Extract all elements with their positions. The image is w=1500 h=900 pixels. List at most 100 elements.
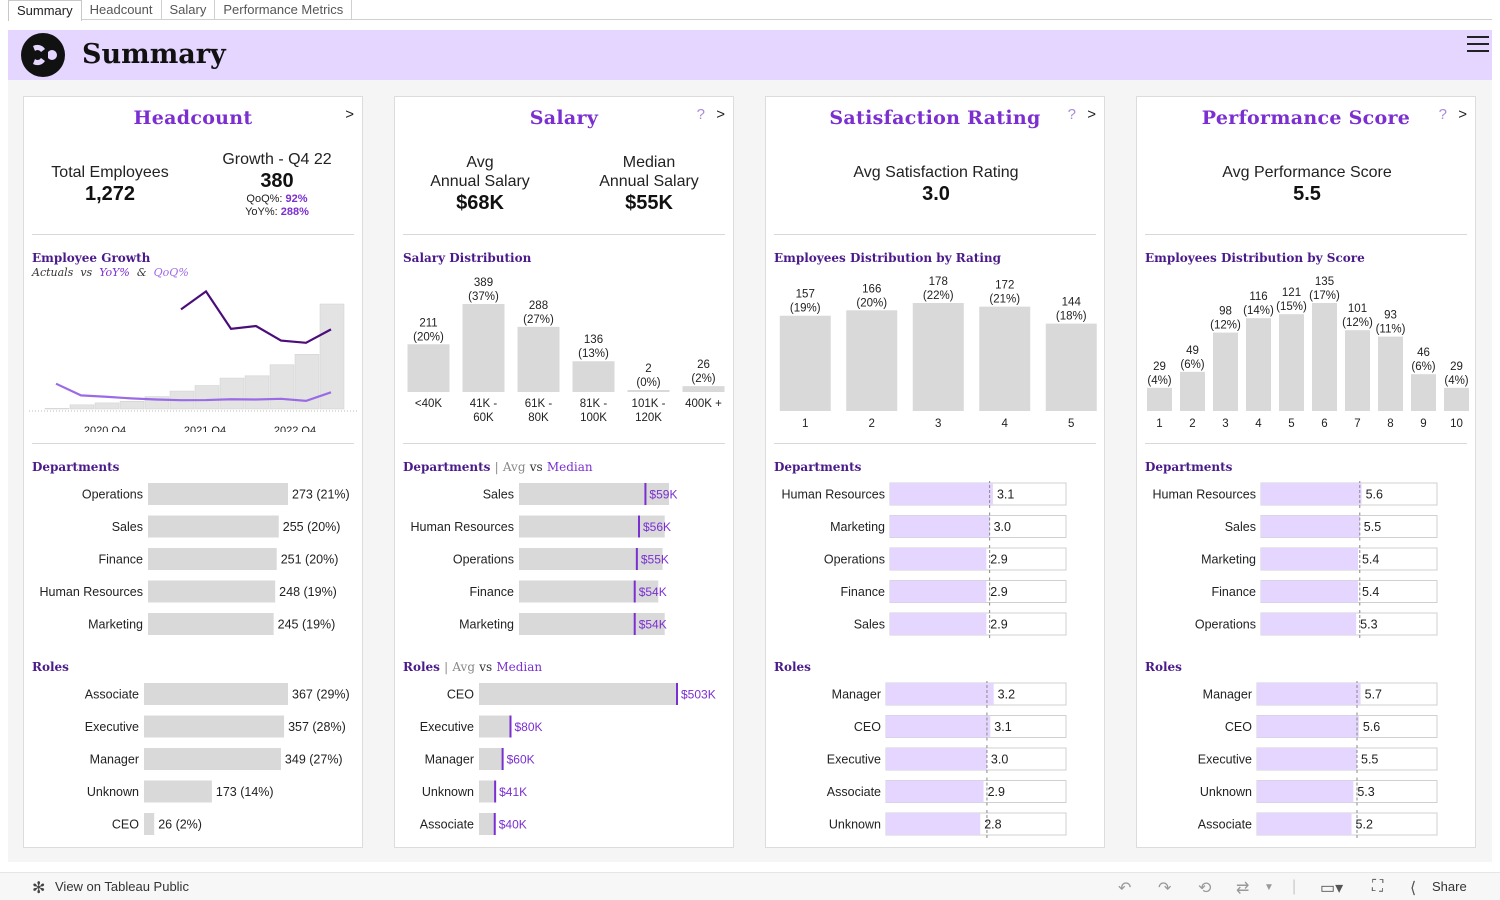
median-value-label: $80K: [514, 720, 542, 734]
refresh-icon[interactable]: ⇄: [1236, 880, 1250, 897]
salary-title[interactable]: Salary: [529, 107, 599, 129]
headcount-roles-chart: Associate 367 (29%) Executive 357 (28%) Mana…: [85, 683, 350, 835]
comment-icon[interactable]: ▭▾: [1320, 880, 1344, 897]
row-label: CEO: [854, 720, 881, 734]
performance-arrow-icon[interactable]: >: [1458, 106, 1467, 123]
view-on-tableau-link[interactable]: View on Tableau Public: [55, 879, 189, 894]
fullscreen-icon[interactable]: ⛶: [1372, 878, 1384, 895]
undo-icon[interactable]: ↶: [1118, 880, 1132, 897]
median-value-label: $56K: [643, 520, 671, 534]
avg-salary-kpi: Avg Annual Salary $68K: [410, 153, 550, 215]
divider: [1145, 443, 1467, 444]
row-label: Sales: [1225, 520, 1256, 534]
avg-bar: [519, 483, 669, 505]
performance-departments-label: Departments: [1145, 460, 1233, 474]
distribution-bar: [1312, 303, 1337, 411]
median-marker: [501, 748, 504, 770]
row-value-label: 5.7: [1365, 688, 1382, 702]
bar-data-label: (15%): [1276, 301, 1307, 313]
toolbar-divider: |: [1292, 878, 1297, 895]
bar-data-label: (20%): [856, 297, 887, 309]
bar-data-label: (20%): [413, 331, 444, 343]
row-bar: [148, 483, 288, 505]
tab-summary[interactable]: Summary: [8, 0, 82, 21]
row-label: Manager: [90, 753, 139, 767]
satisfaction-title[interactable]: Satisfaction Rating: [829, 107, 1041, 129]
headcount-title[interactable]: Headcount: [133, 107, 253, 129]
median-marker: [676, 683, 678, 705]
category-label: 4: [1002, 418, 1009, 430]
growth-bar: [44, 408, 70, 410]
row-bar: [144, 748, 281, 770]
row-label: Finance: [470, 585, 515, 599]
row-value-label: 2.9: [988, 785, 1005, 799]
row-value-label: 5.4: [1362, 585, 1379, 599]
performance-help-icon[interactable]: ?: [1438, 106, 1447, 123]
divider: [774, 443, 1096, 444]
satisfaction-help-icon[interactable]: ?: [1067, 106, 1076, 123]
tab-performance-metrics[interactable]: Performance Metrics: [215, 0, 353, 19]
salary-help-icon[interactable]: ?: [696, 106, 705, 123]
bar-data-label: 211: [419, 317, 437, 329]
row-bar: [144, 813, 155, 835]
bar-data-label: 98: [1219, 306, 1232, 318]
bar-data-label: 93: [1384, 310, 1397, 322]
growth-bar: [244, 375, 270, 410]
separator: |: [444, 660, 449, 674]
redo-icon[interactable]: ↷: [1158, 880, 1172, 897]
row-label: Finance: [841, 585, 886, 599]
distribution-bar: [846, 310, 898, 411]
share-button[interactable]: Share: [1432, 879, 1467, 894]
tab-headcount[interactable]: Headcount: [82, 0, 162, 19]
row-value-label: 2.8: [984, 818, 1001, 832]
avg-satisfaction-label: Avg Satisfaction Rating: [853, 164, 1019, 181]
row-bar: [1261, 548, 1358, 570]
yoy-value: 288%: [280, 206, 309, 218]
divider: [1145, 234, 1467, 235]
vs-word: vs: [479, 660, 493, 674]
row-label: Associate: [1198, 818, 1252, 832]
avg-satisfaction-value: 3.0: [922, 183, 950, 205]
bar-data-label: 178: [929, 276, 948, 288]
bar-data-label: (0%): [636, 377, 660, 389]
headcount-arrow-icon[interactable]: >: [345, 106, 354, 123]
tab-salary[interactable]: Salary: [162, 0, 216, 19]
median-value-label: $41K: [499, 785, 527, 799]
bar-data-label: 172: [995, 280, 1014, 292]
row-bar: [886, 683, 994, 705]
menu-icon[interactable]: [1467, 36, 1489, 52]
salary-distribution-chart: 211 (20%) <40K 389 (37%) 41K - 60K 288 (27%) 61K …: [407, 277, 725, 424]
avg-salary-label-2: Annual Salary: [430, 173, 530, 190]
category-label: 1: [802, 418, 808, 430]
avg-bar: [479, 715, 512, 738]
satisfaction-arrow-icon[interactable]: >: [1087, 106, 1096, 123]
row-label: Unknown: [1200, 785, 1252, 799]
performance-title[interactable]: Performance Score: [1201, 107, 1411, 129]
satisfaction-card: Satisfaction Rating ? > Avg Satisfaction…: [765, 96, 1105, 848]
bottom-toolbar: ✻ View on Tableau Public ↶ ↷ ⟲ ⇄ ▼ | ▭▾ …: [0, 872, 1500, 900]
row-bar: [1257, 748, 1357, 770]
avg-performance-label: Avg Performance Score: [1222, 164, 1392, 181]
share-icon[interactable]: ⟨: [1410, 880, 1417, 897]
divider: [32, 234, 354, 235]
row-label: Marketing: [1201, 553, 1256, 567]
row-bar: [1257, 780, 1354, 803]
chevron-down-icon[interactable]: ▼: [1264, 882, 1274, 893]
bar-data-label: (11%): [1376, 324, 1406, 336]
row-label: Operations: [824, 553, 885, 567]
growth-bar: [269, 364, 295, 410]
row-bar: [890, 580, 987, 603]
divider: [403, 234, 725, 235]
subtitle-qoq: QoQ%: [153, 266, 189, 279]
row-bar: [886, 715, 991, 738]
row-label: Sales: [483, 488, 514, 502]
divider: [32, 443, 354, 444]
row-bar: [890, 613, 987, 635]
revert-icon[interactable]: ⟲: [1198, 880, 1212, 897]
salary-arrow-icon[interactable]: >: [716, 106, 725, 123]
category-label: 10: [1450, 418, 1463, 430]
row-label: Sales: [112, 520, 143, 534]
category-label: 61K -: [525, 398, 553, 410]
distribution-bar: [572, 361, 615, 392]
bar-data-label: (19%): [790, 303, 821, 315]
